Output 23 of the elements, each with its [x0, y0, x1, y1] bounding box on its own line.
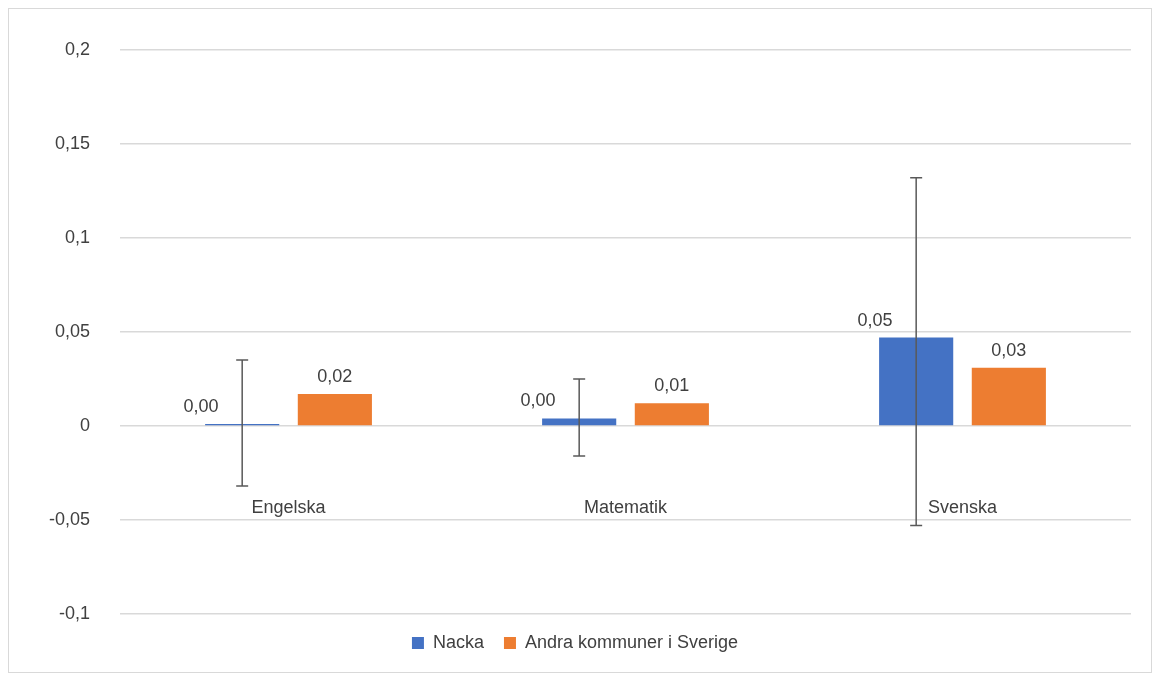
- data-label: 0,02: [317, 365, 353, 386]
- legend-label: Nacka: [432, 631, 485, 652]
- data-label: 0,00: [183, 396, 219, 417]
- data-label: 0,00: [520, 390, 556, 411]
- y-tick-label: 0: [80, 414, 91, 435]
- y-tick-label: 0,1: [65, 226, 91, 247]
- x-tick-label: Matematik: [584, 497, 669, 518]
- data-label: 0,03: [991, 339, 1027, 360]
- y-tick-label: 0,15: [54, 132, 91, 153]
- bar: [971, 367, 1046, 426]
- data-label: 0,01: [654, 375, 690, 396]
- y-tick-label: 0,2: [65, 38, 91, 59]
- legend-label: Andra kommuner i Sverige: [524, 631, 739, 652]
- x-tick-label: Svenska: [927, 497, 999, 518]
- bar: [542, 418, 617, 426]
- y-tick-label: 0,05: [54, 320, 91, 341]
- bar: [634, 403, 709, 426]
- x-tick-label: Engelska: [251, 497, 327, 518]
- y-tick-label: -0,1: [59, 602, 91, 623]
- bar: [297, 393, 372, 426]
- y-tick-label: -0,05: [49, 508, 91, 529]
- data-label: 0,05: [857, 309, 893, 330]
- bar: [879, 337, 954, 426]
